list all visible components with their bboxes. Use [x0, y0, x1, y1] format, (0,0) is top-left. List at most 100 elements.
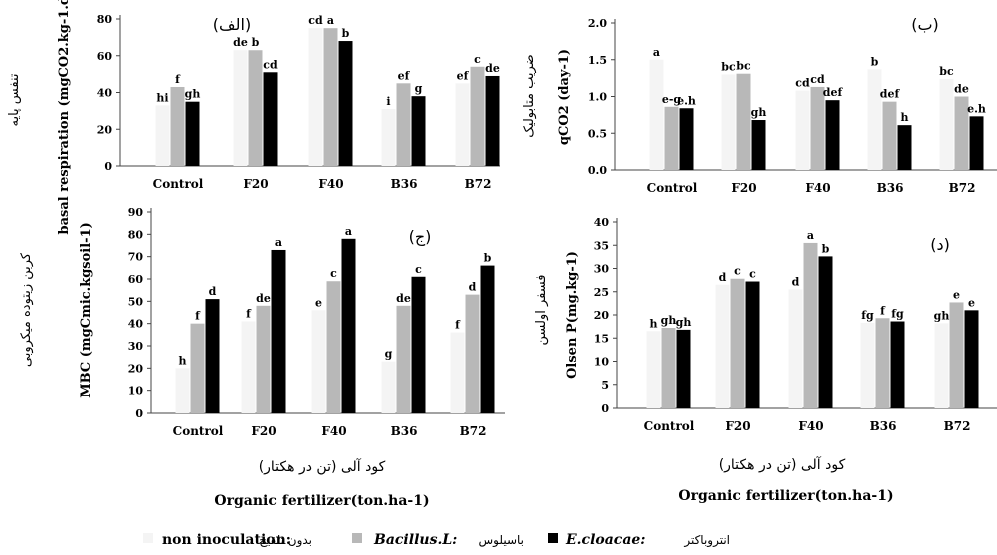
- panel-b-bar: [649, 59, 664, 170]
- panel-c-bar-label: d: [209, 285, 217, 298]
- panel-a-bar-label: i: [386, 95, 390, 108]
- panel-a-ytick-label: 60: [97, 50, 113, 63]
- panel-b-bar-label: e.h: [677, 94, 696, 107]
- panel-d-bar: [964, 310, 979, 408]
- panel-a-bar-label: ef: [398, 69, 411, 82]
- panel-b-bar: [939, 78, 954, 170]
- panel-a-bar-label: cd: [263, 58, 278, 71]
- panel-c-bar-label: h: [179, 354, 187, 367]
- panel-a-bar: [411, 96, 426, 166]
- panel-b-bar-label: bc: [721, 60, 736, 73]
- panel-a-bar-label: c: [474, 53, 481, 66]
- panel-c-bar: [480, 265, 495, 413]
- panel-d-bar-label: d: [792, 275, 800, 288]
- panel-d-category-label: Control: [644, 419, 695, 433]
- panel-d-category-label: F20: [725, 419, 750, 433]
- panel-c-ytick-label: 40: [128, 318, 144, 331]
- panel-d-ytick-label: 5: [601, 379, 609, 392]
- panel-c-bar: [450, 332, 465, 413]
- panel-a-title: (الف): [213, 15, 251, 34]
- panel-b-ytick-label: 2.0: [588, 17, 607, 30]
- panel-b-bar: [897, 125, 912, 170]
- panel-a-bar: [485, 75, 500, 166]
- legend-swatch-non-inoculation: [143, 533, 153, 543]
- panel-a-category-label: B72: [465, 177, 492, 191]
- panel-a-bar-label: ef: [457, 69, 470, 82]
- panel-c-bar-label: b: [484, 252, 492, 265]
- panel-a-bar: [308, 28, 323, 166]
- panel-b-ylabel: qCO2 (day-1): [557, 49, 572, 145]
- panel-d-bar: [788, 289, 803, 408]
- panel-b-bar-label: def: [823, 86, 844, 99]
- panel-b-category-label: F20: [731, 181, 756, 195]
- legend-label-ecloacae: E.cloacae:: [565, 532, 645, 548]
- panel-d-bar-label: b: [822, 242, 830, 255]
- panel-b-ylabel-fa: ضریب متابولیک: [522, 54, 537, 137]
- legend: non inoculation: بدون تلقیح Bacillus.L: …: [143, 532, 730, 548]
- panel-b-bar-label: e.h: [967, 102, 986, 115]
- panel-c-bar: [311, 310, 326, 413]
- panel-b-bar: [954, 96, 969, 170]
- panel-c-bar-label: a: [275, 236, 282, 249]
- panel-b-bar: [867, 69, 882, 170]
- panel-d-bar: [803, 242, 818, 408]
- panel-a-bar: [155, 105, 170, 166]
- panel-a-category-label: F40: [318, 177, 343, 191]
- panel-d-ytick-label: 30: [594, 263, 610, 276]
- panel-d-bar-label: gh: [676, 316, 692, 329]
- panel-b-bar: [882, 101, 897, 170]
- panel-a-bar-label: gh: [185, 88, 201, 101]
- panel-d-bar: [661, 328, 676, 408]
- panel-a-bar: [455, 83, 470, 166]
- legend-label-non-inoculation: non inoculation:: [162, 532, 291, 548]
- panel-c-bar-label: de: [256, 292, 271, 305]
- panel-b-bar: [825, 100, 840, 170]
- panel-d-bar: [745, 281, 760, 408]
- panel-c-bar: [190, 323, 205, 413]
- panel-b-ytick-label: 1.5: [588, 54, 607, 67]
- panel-a-bar: [185, 101, 200, 166]
- panel-c-ytick-label: 50: [128, 295, 144, 308]
- panel-b-bar-label: de: [954, 83, 969, 96]
- panel-c-bar-label: e: [315, 296, 322, 309]
- panel-d-bar-label: e: [953, 288, 960, 301]
- xaxis-label-fa-right: کود آلی (تن در هکتار): [719, 456, 846, 473]
- panel-b-category-label: F40: [805, 181, 830, 195]
- panel-c-bar: [175, 368, 190, 413]
- panel-d-bar-label: f: [880, 304, 886, 317]
- panel-c-bar: [381, 361, 396, 413]
- panel-b-ytick-label: 0.0: [588, 164, 607, 177]
- panel-b-bar-label: a: [653, 46, 660, 59]
- panel-c-bar: [341, 238, 356, 413]
- panel-c-bar: [271, 249, 286, 413]
- panel-d-bar-label: c: [749, 268, 756, 281]
- panel-b-bar: [679, 108, 694, 170]
- panel-d-bar: [934, 323, 949, 408]
- panel-a-bar-label: hi: [156, 91, 168, 104]
- panel-d-ylabel-fa: فسفر اولسن: [534, 274, 549, 345]
- panel-d-category-label: F40: [798, 419, 823, 433]
- legend-item-non-inoculation: non inoculation: بدون تلقیح: [143, 532, 312, 548]
- panel-d-bar: [949, 302, 964, 408]
- panel-a-ylabel-text: basal respiration (mgCO2.kg-1.day-1): [57, 0, 72, 235]
- panel-a-bar-label: g: [415, 82, 423, 95]
- panel-d-bar-label: c: [734, 265, 741, 278]
- panel-a-ytick-label: 20: [97, 123, 113, 136]
- panel-d-bar-label: fg: [861, 309, 874, 322]
- panel-c-ytick-label: 70: [128, 251, 144, 264]
- panel-c-bar: [205, 299, 220, 413]
- panel-d-bar: [715, 284, 730, 408]
- panel-c-bar: [326, 281, 341, 413]
- panel-a-bar: [233, 50, 248, 166]
- panel-c-bar: [256, 305, 271, 413]
- panel-b-bar: [810, 86, 825, 170]
- panel-c-bar-label: f: [246, 307, 252, 320]
- panel-b-bar: [795, 90, 810, 170]
- panel-a-bar: [170, 86, 185, 166]
- panel-a-bar-label: cd: [308, 14, 323, 27]
- panel-a-bar: [263, 72, 278, 166]
- panel-a-bar-label: b: [252, 36, 260, 49]
- panel-d-bar-label: e: [968, 296, 975, 309]
